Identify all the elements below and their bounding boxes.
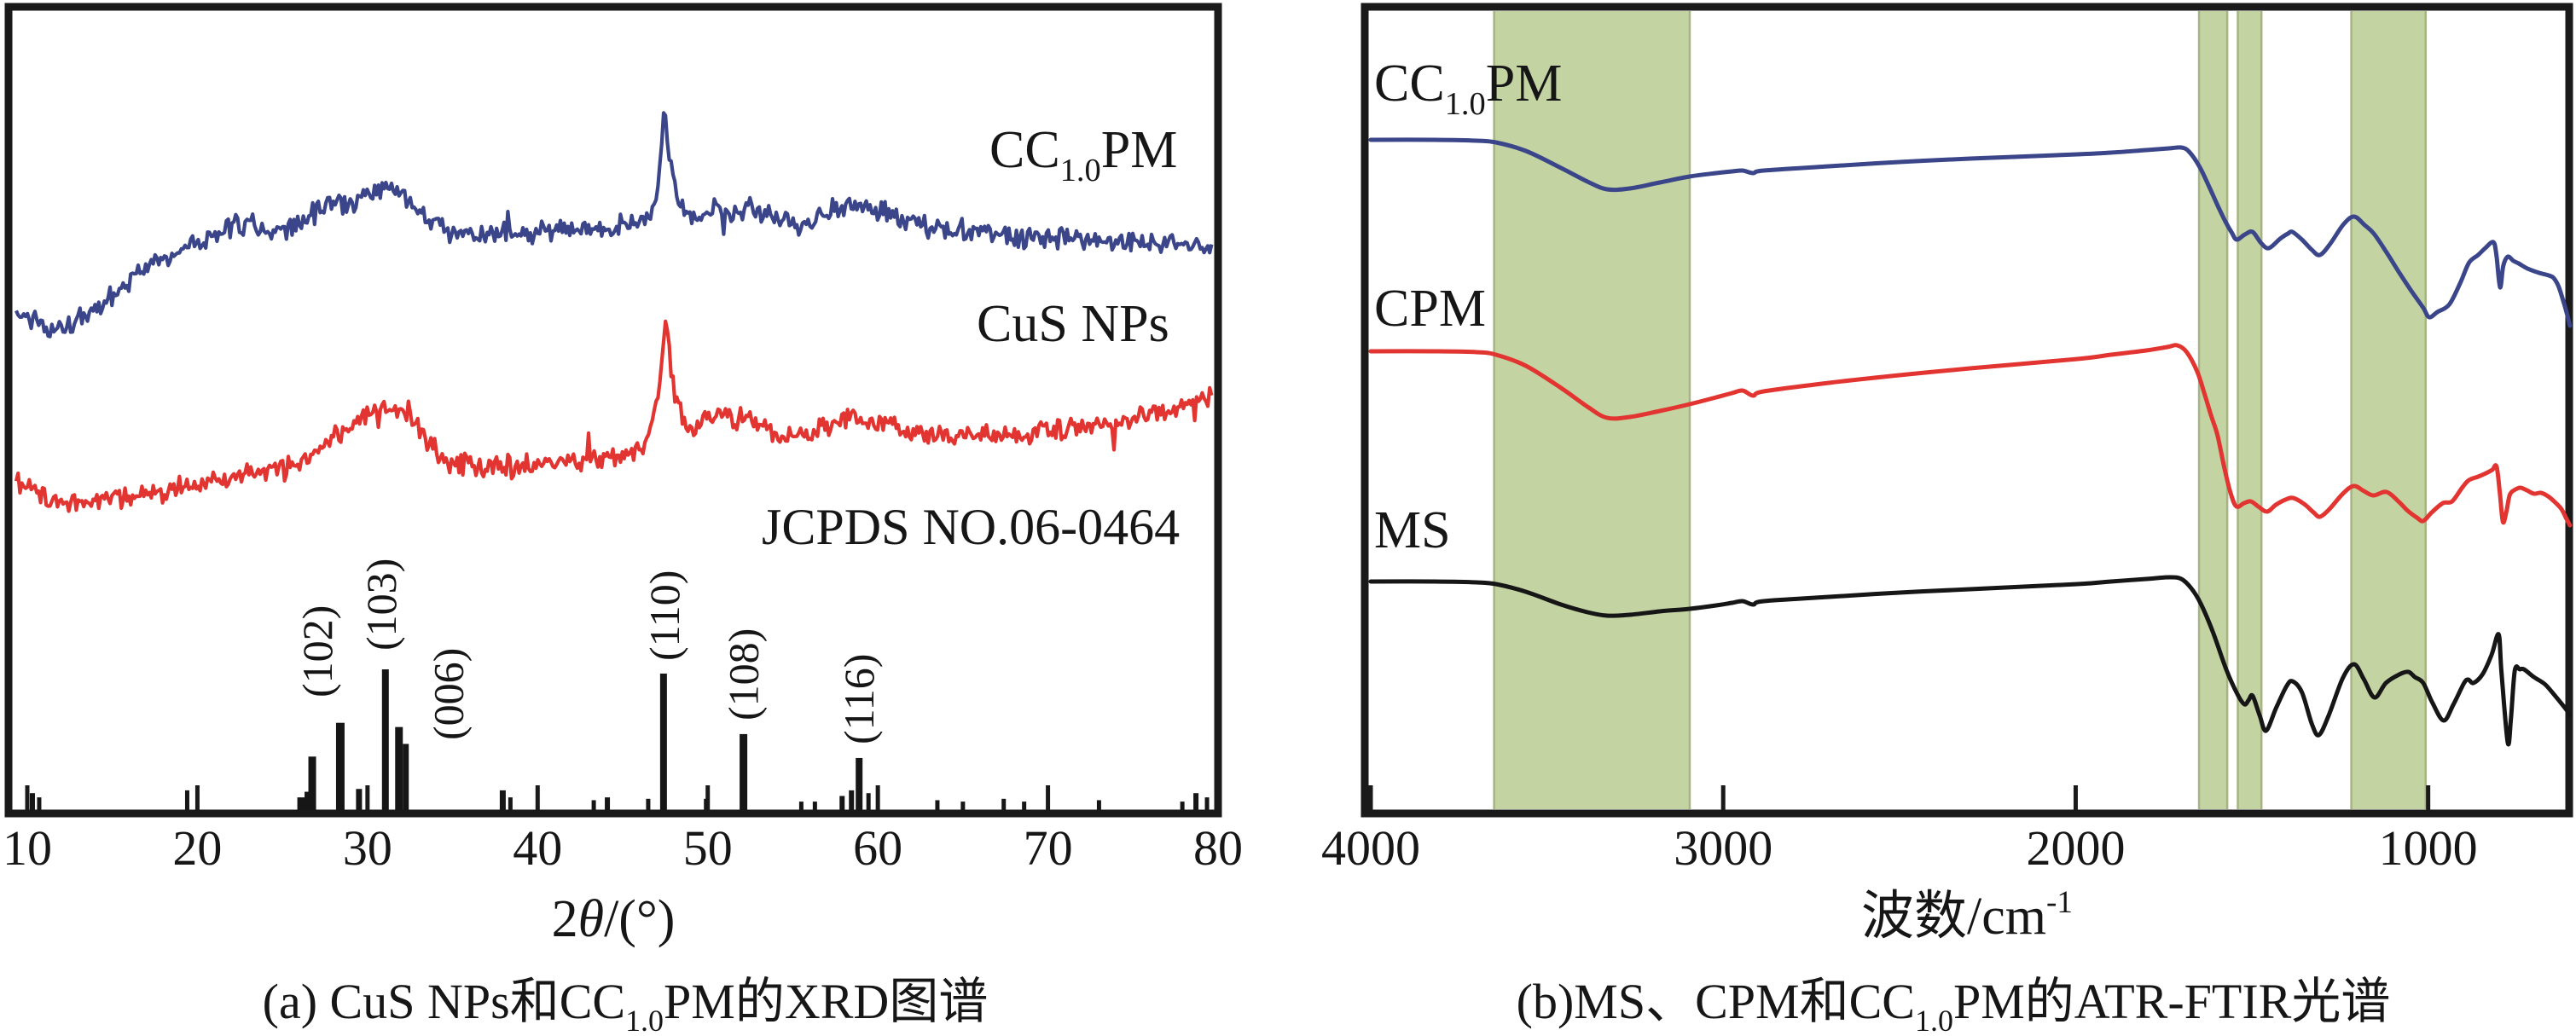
jcpds-reference-stick [508, 797, 513, 810]
jcpds-reference-stick [960, 802, 966, 810]
jcpds-reference-stick [184, 790, 189, 810]
ftir-curve-ms [1368, 575, 2573, 747]
xrd-peak-label: (006) [425, 648, 473, 740]
ftir-caption: (b)MS、CPM和CC1.0PM的ATR-FTIR光谱 [1517, 974, 2391, 1036]
jcpds-reference-stick [812, 802, 817, 810]
xrd-peak-label: (103) [357, 559, 405, 651]
xrd-tick-label: 20 [172, 820, 222, 876]
jcpds-reference-stick [704, 798, 709, 810]
xrd-peak-label: (116) [835, 654, 883, 744]
jcpds-reference-stick [591, 800, 596, 810]
ftir-chart: 4000 3000 2000 1000 CC1.0PM CPM MS 波数/cm-1 (b)MS… [1321, 3, 2573, 1036]
ftir-tick-label: 3000 [1674, 820, 1772, 876]
xrd-peak-label: (108) [720, 628, 768, 721]
jcpds-reference-stick [395, 726, 403, 810]
jcpds-reference-stick [381, 669, 389, 810]
jcpds-reference-stick [29, 793, 35, 810]
jcpds-reference-stick [335, 722, 345, 810]
xrd-curve-cusnps [14, 319, 1214, 513]
xrd-tick-label: 70 [1024, 820, 1073, 876]
jcpds-reference-stick [499, 790, 506, 810]
jcpds-reference-stick [356, 789, 363, 810]
jcpds-reference-stick [1022, 802, 1027, 810]
xrd-caption: (a) CuS NPs和CC1.0PM的XRD图谱 [263, 974, 989, 1036]
xrd-series-label: CuS NPs [977, 295, 1169, 353]
xrd-tick-label: 60 [853, 820, 902, 876]
jcpds-reference-stick [798, 802, 804, 810]
ftir-curve-cpm [1368, 343, 2573, 528]
xrd-curve-cc [15, 111, 1214, 339]
xrd-tick-label: 40 [513, 820, 562, 876]
jcpds-reference-stick [308, 756, 316, 810]
jcpds-reference-stick [849, 790, 855, 810]
ftir-highlight-band [2199, 11, 2228, 809]
jcpds-reference-stick [1204, 797, 1210, 810]
jcpds-reference-stick [1096, 800, 1101, 810]
ftir-xaxis-title: 波数/cm-1 [1861, 885, 2073, 946]
jcpds-reference-stick [1001, 798, 1007, 810]
xrd-tick-label: 80 [1193, 820, 1243, 876]
jcpds-reference-stick [1193, 793, 1199, 810]
ftir-tick-label: 1000 [2379, 820, 2478, 876]
jcpds-reference-stick [403, 744, 409, 810]
jcpds-reference-stick [856, 757, 863, 810]
jcpds-reference-stick [866, 793, 871, 810]
xrd-chart: 10 20 30 40 50 60 70 80 (102) (103) (006) (110) (108… [3, 3, 1243, 1036]
xrd-tick-label: 50 [683, 820, 733, 876]
jcpds-reference-stick [297, 797, 305, 810]
jcpds-reference-stick [37, 797, 42, 810]
jcpds-reference-stick [659, 673, 667, 810]
jcpds-reference-stick [646, 798, 651, 810]
jcpds-reference-stick [305, 791, 310, 810]
jcpds-reference-label: JCPDS NO.06-0464 [762, 499, 1180, 555]
jcpds-reference-stick [935, 800, 940, 810]
ftir-tick-label: 2000 [2026, 820, 2125, 876]
ftir-series-label: MS [1374, 501, 1451, 559]
ftir-series-label: CPM [1374, 280, 1486, 338]
jcpds-reference-stick [605, 797, 611, 810]
xrd-series-label: CC1.0PM [989, 121, 1177, 188]
xrd-xaxis-title: 2θ/(°) [552, 890, 676, 948]
xrd-plot-frame [4, 3, 1222, 818]
ftir-curve-cc [1368, 137, 2573, 328]
jcpds-reference-stick [839, 796, 845, 810]
jcpds-reference-stick [1180, 802, 1185, 810]
xrd-tick-label: 30 [343, 820, 392, 876]
ftir-series-label: CC1.0PM [1374, 55, 1562, 122]
xrd-peak-label: (102) [293, 605, 341, 697]
ftir-highlight-band [2237, 11, 2262, 809]
ftir-plot-frame [1361, 3, 2573, 818]
xrd-tick-label: 10 [3, 820, 52, 876]
xrd-peak-label: (110) [641, 570, 688, 661]
ftir-highlight-band [2351, 11, 2426, 809]
ftir-tick-label: 4000 [1321, 820, 1420, 876]
jcpds-reference-stick [740, 733, 748, 810]
